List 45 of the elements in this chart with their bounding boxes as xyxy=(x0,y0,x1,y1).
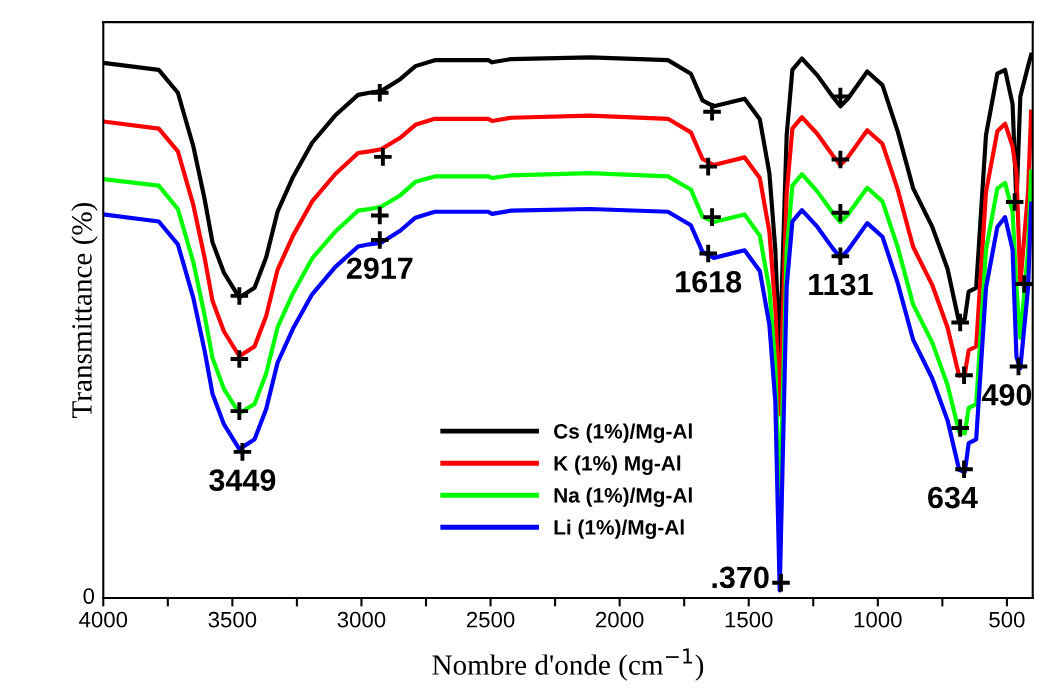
point xyxy=(697,242,719,265)
x-tick-label: 4000 xyxy=(79,611,128,628)
text: 0 xyxy=(83,588,95,604)
annotation: 634 xyxy=(928,486,978,509)
point xyxy=(1003,191,1026,213)
annotation: 2917 xyxy=(346,257,413,280)
annotation: 1131 xyxy=(809,273,873,296)
point xyxy=(369,229,391,251)
point xyxy=(1007,355,1030,378)
point xyxy=(829,202,852,224)
x-tick-label: 500 xyxy=(989,611,1025,628)
x-tick-label: 2000 xyxy=(596,611,644,628)
x-axis-title: Nombre d'onde (cm$^{−1}$) xyxy=(432,648,704,681)
y-axis-title: Transmittance (%) xyxy=(71,202,98,418)
point xyxy=(228,285,251,307)
point xyxy=(231,441,254,463)
point xyxy=(369,204,391,227)
legend-label: Li (1%)/Mg-Al xyxy=(554,519,684,539)
point xyxy=(953,364,975,386)
point xyxy=(228,348,251,370)
x-tick-label: 3000 xyxy=(337,611,386,628)
point xyxy=(228,400,251,422)
legend-label: K (1%) Mg-Al xyxy=(554,455,681,475)
x-tick-label: 1500 xyxy=(725,611,773,628)
x-tick-label: 2500 xyxy=(466,611,515,628)
annotation: 1618 xyxy=(676,271,742,293)
point xyxy=(829,148,852,171)
point xyxy=(701,206,723,228)
legend-label: Cs (1%)/Mg-Al xyxy=(554,423,692,443)
point xyxy=(372,146,394,168)
x-tick-label: 3500 xyxy=(208,611,257,628)
point xyxy=(1013,273,1033,295)
point xyxy=(697,155,719,178)
legend-label: Na (1%)/Mg-Al xyxy=(554,487,692,507)
point xyxy=(829,245,852,267)
annotation: 490 xyxy=(981,384,1032,406)
point xyxy=(701,101,723,123)
point xyxy=(949,311,971,334)
point xyxy=(369,82,391,104)
annotation: .370 xyxy=(712,566,769,589)
annotation: 3449 xyxy=(209,469,276,491)
point xyxy=(953,458,975,480)
point xyxy=(770,572,792,594)
x-tick-label: 1000 xyxy=(854,611,902,628)
point xyxy=(949,417,971,439)
